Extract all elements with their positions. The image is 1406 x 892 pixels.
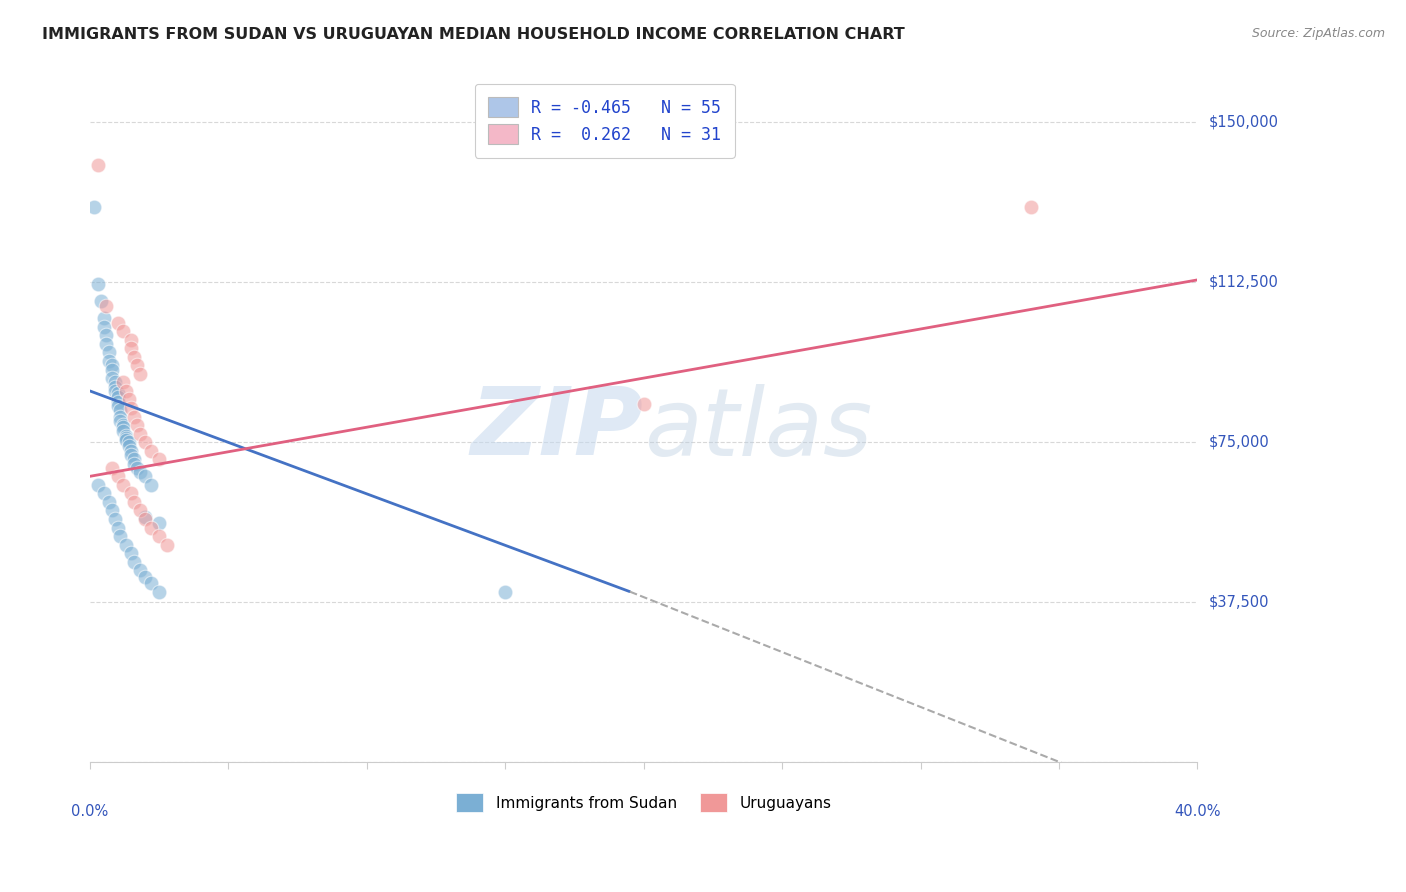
Point xyxy=(134,509,156,524)
Text: atlas: atlas xyxy=(644,384,872,475)
Point xyxy=(120,341,142,355)
Point xyxy=(128,426,150,441)
Point xyxy=(112,324,135,338)
Point xyxy=(93,319,115,334)
Point xyxy=(104,512,127,526)
Point xyxy=(101,359,124,373)
Point xyxy=(120,486,142,500)
Point xyxy=(122,495,145,509)
Point xyxy=(156,538,179,552)
Point xyxy=(93,486,115,500)
Point xyxy=(120,448,142,462)
Point xyxy=(107,394,129,409)
Point xyxy=(122,350,145,364)
Point xyxy=(117,439,139,453)
Point xyxy=(87,478,110,492)
Point xyxy=(148,452,170,467)
Point xyxy=(122,452,145,467)
Point xyxy=(115,433,138,447)
Point xyxy=(107,386,129,401)
Point xyxy=(128,563,150,577)
Point xyxy=(134,570,156,584)
Text: 0.0%: 0.0% xyxy=(72,804,108,819)
Point xyxy=(110,409,132,424)
Point xyxy=(122,555,145,569)
Point xyxy=(148,584,170,599)
Point xyxy=(494,584,516,599)
Point xyxy=(148,516,170,531)
Point xyxy=(96,299,118,313)
Point xyxy=(117,392,139,407)
Point xyxy=(110,414,132,428)
Point xyxy=(87,277,110,292)
Point xyxy=(120,443,142,458)
Point xyxy=(128,503,150,517)
Text: $112,500: $112,500 xyxy=(1209,275,1278,290)
Point xyxy=(115,429,138,443)
Point xyxy=(115,431,138,445)
Point xyxy=(96,337,118,351)
Point xyxy=(107,399,129,413)
Point xyxy=(134,435,156,450)
Point xyxy=(139,520,162,534)
Point xyxy=(98,354,121,368)
Text: ZIP: ZIP xyxy=(471,384,644,475)
Point xyxy=(122,409,145,424)
Point xyxy=(96,328,118,343)
Point xyxy=(101,362,124,376)
Point xyxy=(98,495,121,509)
Point xyxy=(101,371,124,385)
Legend: Immigrants from Sudan, Uruguayans: Immigrants from Sudan, Uruguayans xyxy=(444,781,844,824)
Text: $37,500: $37,500 xyxy=(1209,595,1270,610)
Text: IMMIGRANTS FROM SUDAN VS URUGUAYAN MEDIAN HOUSEHOLD INCOME CORRELATION CHART: IMMIGRANTS FROM SUDAN VS URUGUAYAN MEDIA… xyxy=(42,27,905,42)
Point xyxy=(107,390,129,404)
Point xyxy=(148,529,170,543)
Point xyxy=(125,460,148,475)
Point xyxy=(112,420,135,434)
Point xyxy=(633,397,655,411)
Point xyxy=(1019,200,1042,214)
Point xyxy=(98,345,121,359)
Point xyxy=(120,333,142,347)
Point xyxy=(115,538,138,552)
Point xyxy=(128,367,150,381)
Point xyxy=(139,443,162,458)
Point xyxy=(101,460,124,475)
Point xyxy=(112,478,135,492)
Point xyxy=(104,384,127,398)
Point xyxy=(101,503,124,517)
Text: 40.0%: 40.0% xyxy=(1174,804,1220,819)
Point xyxy=(139,576,162,591)
Point xyxy=(90,294,112,309)
Point xyxy=(112,425,135,439)
Text: Source: ZipAtlas.com: Source: ZipAtlas.com xyxy=(1251,27,1385,40)
Point xyxy=(112,376,135,390)
Point xyxy=(107,520,129,534)
Point xyxy=(134,469,156,483)
Point xyxy=(120,546,142,560)
Point xyxy=(125,359,148,373)
Point xyxy=(120,401,142,415)
Point xyxy=(83,200,105,214)
Point xyxy=(122,457,145,471)
Point xyxy=(93,311,115,326)
Point xyxy=(128,465,150,479)
Point xyxy=(125,418,148,433)
Point xyxy=(104,379,127,393)
Point xyxy=(139,478,162,492)
Point xyxy=(104,376,127,390)
Text: $150,000: $150,000 xyxy=(1209,114,1278,129)
Point xyxy=(115,384,138,398)
Point xyxy=(110,403,132,417)
Point xyxy=(112,418,135,433)
Point xyxy=(117,435,139,450)
Point xyxy=(134,512,156,526)
Point xyxy=(107,469,129,483)
Point xyxy=(87,158,110,172)
Point xyxy=(107,316,129,330)
Point xyxy=(110,529,132,543)
Text: $75,000: $75,000 xyxy=(1209,434,1270,450)
